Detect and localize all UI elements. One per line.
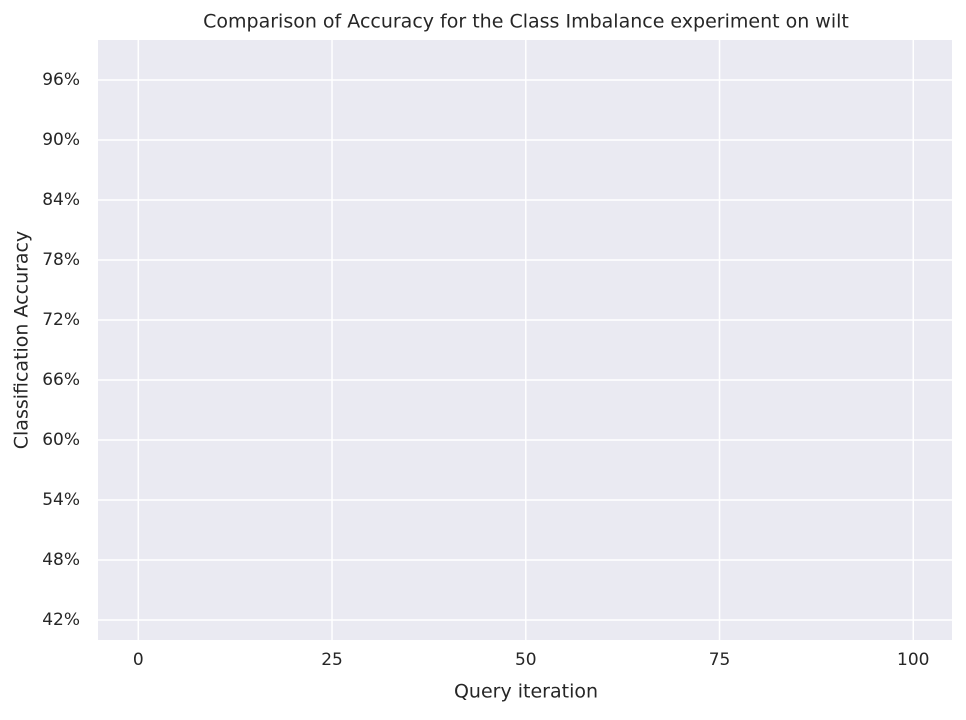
- y-tick-label: 96%: [42, 70, 80, 90]
- grid: [98, 40, 952, 640]
- x-tick-label: 75: [709, 650, 731, 670]
- y-tick-label: 90%: [42, 130, 80, 150]
- chart-title: Comparison of Accuracy for the Class Imb…: [203, 11, 849, 33]
- x-tick-label: 0: [133, 650, 144, 670]
- y-tick-label: 54%: [42, 490, 80, 510]
- x-axis-label: Query iteration: [454, 681, 598, 703]
- x-tick-label: 50: [515, 650, 537, 670]
- axes: 42% 48% 54% 60% 66% 72% 78% 84% 90% 96% 0 25 50 75 100: [42, 70, 929, 670]
- y-tick-label: 60%: [42, 430, 80, 450]
- y-tick-label: 48%: [42, 550, 80, 570]
- y-tick-label: 66%: [42, 370, 80, 390]
- y-tick-label: 78%: [42, 250, 80, 270]
- y-tick-label: 84%: [42, 190, 80, 210]
- y-tick-label: 42%: [42, 610, 80, 630]
- plot-area: [98, 40, 952, 640]
- y-tick-label: 72%: [42, 310, 80, 330]
- x-tick-label: 100: [897, 650, 929, 670]
- y-axis-label: Classification Accuracy: [11, 231, 33, 450]
- x-tick-label: 25: [321, 650, 343, 670]
